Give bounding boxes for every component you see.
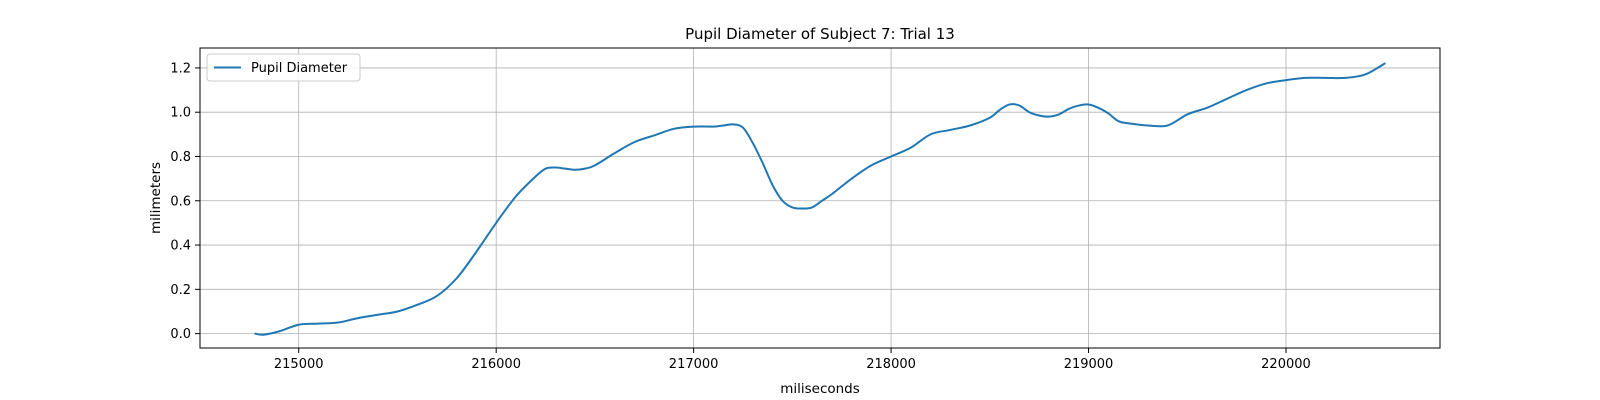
x-tick-label: 216000 [471, 357, 521, 372]
x-tick-label: 220000 [1261, 357, 1311, 372]
legend-box [206, 53, 361, 82]
series-line-pupil-diameter [254, 62, 1386, 336]
chart-title: Pupil Diameter of Subject 7: Trial 13 [685, 25, 955, 43]
x-tick-label: 219000 [1064, 357, 1114, 372]
y-tick-label: 0.2 [170, 283, 191, 298]
x-tick-label: 217000 [669, 357, 719, 372]
legend: Pupil Diameter [206, 53, 361, 82]
plot-frame [199, 47, 1441, 349]
x-tick-label: 218000 [866, 357, 916, 372]
y-tick-label: 0.8 [170, 150, 191, 165]
tick-layer: 215000 216000 217000 218000 219000 220000 0.0 0… [170, 61, 1310, 372]
x-tick-label: 215000 [274, 357, 324, 372]
y-tick-label: 0.6 [170, 194, 191, 209]
y-tick-label: 1.2 [170, 61, 191, 76]
y-axis-title: milimeters [148, 162, 164, 234]
y-tick-label: 0.4 [170, 239, 191, 254]
series-layer [254, 62, 1386, 336]
grid-lines [200, 48, 1440, 348]
y-tick-label: 1.0 [170, 106, 191, 121]
y-tick-label: 0.0 [170, 327, 191, 342]
x-axis-title: miliseconds [780, 381, 860, 397]
legend-label: Pupil Diameter [251, 61, 348, 76]
